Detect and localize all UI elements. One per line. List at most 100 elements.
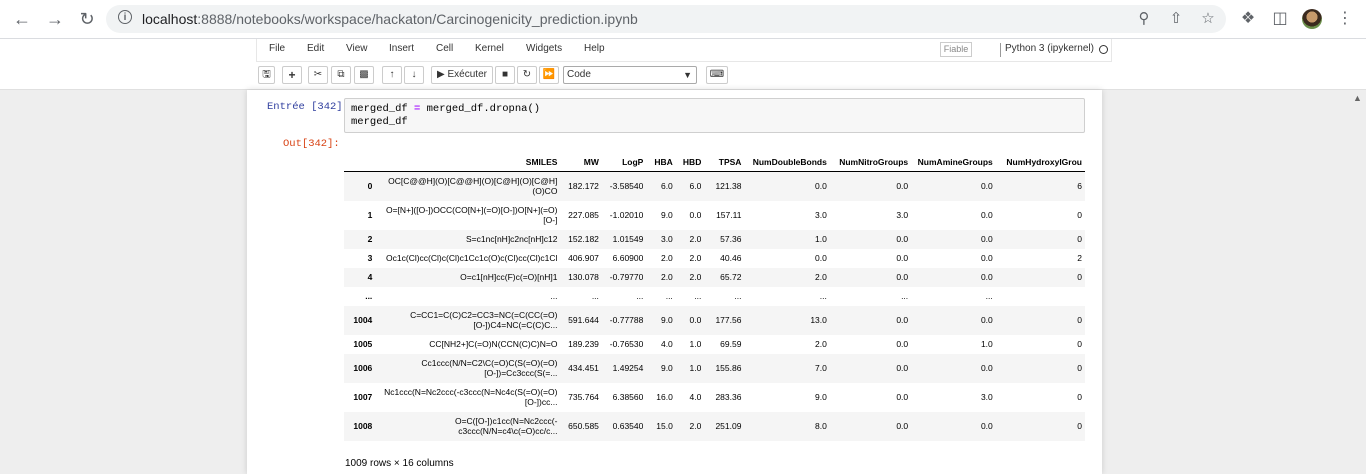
table-cell: 13.0 (810, 315, 827, 325)
column-header: LogP (601, 153, 647, 172)
table-cell: 0.0 (980, 234, 993, 244)
menu-widgets[interactable]: Widgets (526, 43, 563, 54)
column-header: NumHydroxylGrou (995, 153, 1085, 172)
index-header (344, 153, 376, 172)
more-menu-icon[interactable]: ⋮ (1337, 10, 1353, 27)
save-icon[interactable]: 🖫 (258, 66, 275, 84)
table-cell: 0 (1077, 339, 1082, 349)
row-index: 2 (367, 234, 373, 244)
column-header: NumAmineGroups (911, 153, 996, 172)
reload-icon[interactable]: ↻ (79, 8, 95, 29)
table-cell: 0.0 (896, 272, 909, 282)
table-cell: ... (591, 291, 599, 301)
table-cell: 0.0 (896, 392, 909, 402)
insert-cell-below-icon[interactable]: + (282, 66, 302, 84)
table-cell: 0.0 (980, 272, 993, 282)
table-cell: 2.0 (689, 421, 702, 431)
table-cell: 2.0 (815, 272, 827, 282)
table-cell: 0.0 (896, 253, 909, 263)
table-cell: 3.0 (980, 392, 993, 402)
table-cell: 57.36 (720, 234, 742, 244)
back-arrow-icon[interactable]: ← (13, 8, 31, 29)
table-cell: 69.59 (720, 339, 742, 349)
run-label: Exécuter (447, 69, 487, 80)
table-cell: 177.56 (715, 315, 742, 325)
menu-cell[interactable]: Cell (436, 43, 454, 54)
cut-icon[interactable]: ✂ (308, 66, 328, 84)
menu-help[interactable]: Help (584, 43, 605, 54)
table-cell: 40.46 (720, 253, 742, 263)
copy-icon[interactable]: ⧉ (331, 66, 351, 84)
table-cell: 0.0 (980, 181, 993, 192)
table-cell: 7.0 (815, 363, 827, 373)
site-info-icon[interactable]: i (118, 10, 132, 24)
table-cell: 0.0 (980, 363, 993, 373)
interrupt-icon[interactable]: ■ (495, 66, 515, 84)
table-cell: ... (636, 291, 644, 301)
table-cell: 2 (1077, 253, 1082, 263)
forward-arrow-icon[interactable]: → (46, 8, 64, 29)
row-index: ... (365, 291, 373, 301)
side-panel-icon[interactable]: ◫ (1272, 10, 1288, 27)
bookmark-star-icon[interactable]: ☆ (1201, 10, 1215, 27)
move-down-icon[interactable]: ↓ (404, 66, 424, 84)
table-cell: 6.60900 (612, 253, 644, 263)
trusted-indicator[interactable]: Fiable (940, 42, 972, 57)
table-cell: 0.0 (896, 339, 909, 349)
table-cell: 4.0 (660, 339, 673, 349)
table-cell: 0.0 (896, 181, 909, 192)
table-cell: 4.0 (689, 392, 702, 402)
url-text[interactable]: localhost:8888/notebooks/workspace/hacka… (142, 11, 638, 27)
cell-type-value: Code (567, 69, 591, 80)
row-index: 0 (367, 181, 373, 192)
table-cell: 121.38 (715, 181, 742, 192)
scroll-up-arrow-icon[interactable]: ▲ (1353, 93, 1362, 103)
menu-kernel[interactable]: Kernel (475, 43, 504, 54)
menu-insert[interactable]: Insert (389, 43, 415, 54)
table-cell (996, 287, 1085, 306)
table-cell: 0 (1077, 272, 1082, 282)
menu-view[interactable]: View (346, 43, 368, 54)
column-header: NumNitroGroups (829, 153, 912, 172)
share-icon[interactable]: ⇧ (1169, 10, 1183, 27)
table-cell: 0.0 (980, 253, 993, 263)
table-cell: 9.0 (660, 315, 673, 325)
table-cell: ... (665, 291, 673, 301)
table-cell: 0 (1077, 210, 1082, 220)
dataframe-shape: 1009 rows × 16 columns (345, 458, 454, 469)
extensions-puzzle-icon[interactable]: ❖ (1240, 10, 1256, 27)
code-cell-input[interactable]: merged_df = merged_df.dropna() merged_df (344, 98, 1085, 133)
table-cell: 0.0 (980, 210, 993, 220)
move-up-icon[interactable]: ↑ (382, 66, 402, 84)
table-cell: 6.38560 (612, 392, 644, 402)
kernel-separator (1000, 43, 1001, 57)
menu-file[interactable]: File (269, 43, 286, 54)
command-palette-icon[interactable]: ⌨ (706, 66, 728, 84)
address-bar[interactable]: i localhost:8888/notebooks/workspace/hac… (106, 5, 1226, 33)
restart-icon[interactable]: ↻ (517, 66, 537, 84)
dataframe-output[interactable]: SMILES MW LogP HBA HBD TPSA NumDoubleBonds NumN… (344, 153, 1085, 446)
profile-avatar[interactable] (1302, 9, 1322, 29)
table-cell: 2.0 (660, 272, 673, 282)
table-cell: 0.0 (896, 421, 909, 431)
table-cell: 0 (1077, 315, 1082, 325)
table-cell: 1.0 (980, 339, 993, 349)
kernel-name[interactable]: Python 3 (ipykernel) (1005, 43, 1094, 54)
column-header: HBA (646, 153, 676, 172)
paste-icon[interactable]: ▩ (354, 66, 374, 84)
cell-type-select[interactable]: Code ▼ (563, 66, 697, 84)
row-index: 1005 (353, 339, 373, 349)
table-cell: 155.86 (715, 363, 742, 373)
table-row: 0 OC[C@@H](O)[C@@H](O)[C@H](O)[C@H](O)CO 1… (344, 171, 1085, 201)
zoom-icon[interactable]: ⚲ (1138, 10, 1150, 27)
play-icon: ▶ (437, 69, 445, 80)
table-cell: 434.451 (568, 363, 599, 373)
column-header: TPSA (704, 153, 745, 172)
table-cell: 0 (1077, 234, 1082, 244)
table-cell: 2.0 (660, 253, 673, 263)
code-line: merged_df (351, 116, 408, 128)
menu-edit[interactable]: Edit (307, 43, 325, 54)
restart-run-all-icon[interactable]: ⏩ (539, 66, 559, 84)
table-cell: 3.0 (660, 234, 673, 244)
run-button[interactable]: ▶ Exécuter (431, 66, 493, 84)
